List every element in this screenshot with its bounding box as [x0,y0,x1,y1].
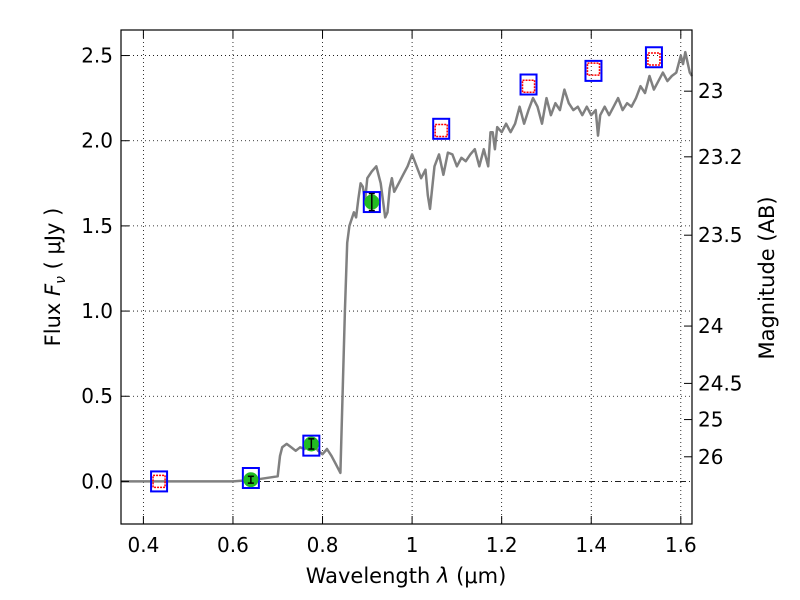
mag-tick-label: 23.5 [698,223,743,247]
model-spectrum-layer [121,50,694,483]
y-tick-label: 0.5 [81,384,113,408]
upper-limit-marker [586,62,601,76]
model-spectrum-line [121,50,694,483]
model-flux-marker [432,117,451,140]
mag-tick-label: 24.5 [698,371,743,395]
axis-ticks: 0.4 0.6 0.8 1 1.2 1.4 1.6 0.0 0.5 1.0 1.5 2.0 2.5 23 2… [81,30,743,557]
y-tick-label: 2.0 [81,129,113,153]
x-tick-label: 1.2 [486,533,518,557]
upper-limit-marker [152,474,166,489]
x-tick-label: 0.6 [217,533,249,557]
mag-tick-label: 23.2 [698,145,743,169]
model-flux-marker [584,59,603,82]
x-tick-label: 0.4 [127,533,159,557]
x-tick-label: 0.8 [307,533,339,557]
x-tick-label: 1.6 [665,533,697,557]
mag-tick-label: 26 [698,445,723,469]
photometry-layer [150,46,663,493]
model-flux-marker [150,470,169,493]
model-flux-marker [644,46,663,69]
upper-limit-marker [521,79,536,93]
y-tick-label: 1.5 [81,214,113,238]
model-flux-marker [241,467,260,490]
x-tick-label: 1 [406,533,419,557]
y-tick-label: 0.0 [81,469,113,493]
model-flux-marker [519,73,538,96]
plot-background [121,30,692,524]
model-flux-marker [302,434,321,457]
model-flux-marker [362,191,381,214]
upper-limit-marker [434,123,448,138]
y2-axis-title: Magnitude (AB) [755,196,779,359]
mag-tick-label: 25 [698,408,723,432]
y-axis-title: Flux Fν ( μJy ) [41,208,69,347]
mag-tick-label: 24 [698,314,723,338]
upper-limit-marker [647,52,661,66]
y-tick-label: 1.0 [81,299,113,323]
x-tick-label: 1.4 [575,533,607,557]
plot-frame [120,29,693,525]
x-axis-title: Wavelength λ (μm) [306,564,507,588]
y-tick-label: 2.5 [81,44,113,68]
mag-tick-label: 23 [698,79,723,103]
